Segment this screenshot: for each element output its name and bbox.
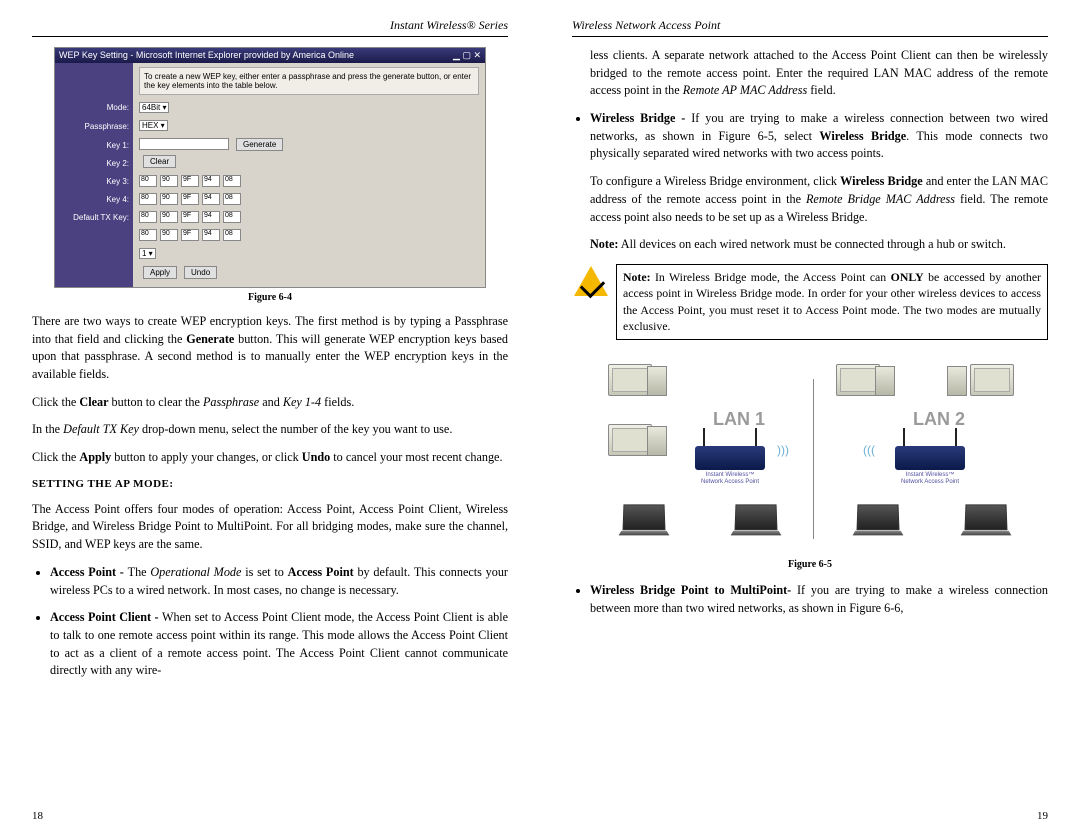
ap-label-1: Instant Wireless™ Network Access Point bbox=[695, 472, 765, 485]
passphrase-input[interactable] bbox=[139, 138, 229, 150]
wave-icon: ))) bbox=[863, 442, 875, 459]
key3-3[interactable]: 9F bbox=[181, 211, 199, 223]
wep-labels-col: Mode: Passphrase: Key 1: Key 2: Key 3: K… bbox=[55, 63, 133, 287]
bits-select[interactable]: 64Bit ▾ bbox=[139, 102, 169, 113]
wep-settings-window: WEP Key Setting - Microsoft Internet Exp… bbox=[54, 47, 486, 288]
pc-icon bbox=[833, 364, 883, 396]
pc-icon bbox=[605, 424, 655, 456]
key3-4[interactable]: 94 bbox=[202, 211, 220, 223]
page-left: Instant Wireless® Series WEP Key Setting… bbox=[0, 0, 540, 834]
note-callout: Note: In Wireless Bridge mode, the Acces… bbox=[572, 264, 1048, 340]
laptop-icon bbox=[617, 504, 671, 534]
laptop-icon bbox=[729, 504, 783, 534]
lan2-label: LAN 2 bbox=[913, 406, 965, 432]
key4-5[interactable]: 08 bbox=[223, 229, 241, 241]
router-icon: Instant Wireless™ Network Access Point bbox=[895, 446, 965, 470]
key2-2[interactable]: 90 bbox=[160, 193, 178, 205]
lan1-label: LAN 1 bbox=[713, 406, 765, 432]
key4-4[interactable]: 94 bbox=[202, 229, 220, 241]
warning-icon bbox=[572, 264, 610, 298]
li-ap-client: Access Point Client - When set to Access… bbox=[50, 609, 508, 680]
key1-4[interactable]: 94 bbox=[202, 175, 220, 187]
label-passphrase: Passphrase: bbox=[85, 122, 129, 131]
key1-5[interactable]: 08 bbox=[223, 175, 241, 187]
key2-5[interactable]: 08 bbox=[223, 193, 241, 205]
para-bridge-note: Note: All devices on each wired network … bbox=[572, 236, 1048, 254]
clear-button[interactable]: Clear bbox=[143, 155, 176, 168]
wep-title-text: WEP Key Setting - Microsoft Internet Exp… bbox=[59, 50, 354, 61]
left-body: There are two ways to create WEP encrypt… bbox=[32, 313, 508, 690]
key4-row: 80 90 9F 94 08 bbox=[139, 227, 479, 243]
page-number-left: 18 bbox=[32, 810, 508, 822]
label-mode: Mode: bbox=[107, 103, 129, 112]
label-key3: Key 3: bbox=[106, 177, 129, 186]
key2-row: 80 90 9F 94 08 bbox=[139, 191, 479, 207]
section-setting-ap-mode: SETTING THE AP MODE: bbox=[32, 477, 508, 493]
divider-line bbox=[813, 379, 814, 539]
wep-instruction: To create a new WEP key, either enter a … bbox=[139, 67, 479, 95]
document-spread: Instant Wireless® Series WEP Key Setting… bbox=[0, 0, 1080, 834]
ap-mode-list: Access Point - The Operational Mode is s… bbox=[32, 564, 508, 680]
label-key1: Key 1: bbox=[106, 141, 129, 150]
wep-form: Mode: Passphrase: Key 1: Key 2: Key 3: K… bbox=[55, 63, 485, 287]
default-tx-select[interactable]: 1 ▾ bbox=[139, 248, 156, 259]
key4-1[interactable]: 80 bbox=[139, 229, 157, 241]
multipoint-list: Wireless Bridge Point to MultiPoint- If … bbox=[572, 582, 1048, 617]
para-apply-undo: Click the Apply button to apply your cha… bbox=[32, 449, 508, 467]
para-ap-modes: The Access Point offers four modes of op… bbox=[32, 501, 508, 554]
key2-3[interactable]: 9F bbox=[181, 193, 199, 205]
apply-button[interactable]: Apply bbox=[143, 266, 177, 279]
key1-3[interactable]: 9F bbox=[181, 175, 199, 187]
key2-4[interactable]: 94 bbox=[202, 193, 220, 205]
li-wireless-bridge: Wireless Bridge - If you are trying to m… bbox=[590, 110, 1048, 163]
wep-controls-col: To create a new WEP key, either enter a … bbox=[133, 63, 485, 287]
right-body: less clients. A separate network attache… bbox=[572, 47, 1048, 628]
para-continuation: less clients. A separate network attache… bbox=[572, 47, 1048, 100]
header-left: Instant Wireless® Series bbox=[32, 18, 508, 37]
router-icon: Instant Wireless™ Network Access Point bbox=[695, 446, 765, 470]
mode-select[interactable]: HEX ▾ bbox=[139, 120, 168, 131]
page-right: Wireless Network Access Point less clien… bbox=[540, 0, 1080, 834]
figure-6-5-caption: Figure 6-5 bbox=[572, 558, 1048, 573]
pc-icon bbox=[967, 364, 1017, 396]
li-access-point: Access Point - The Operational Mode is s… bbox=[50, 564, 508, 599]
header-right: Wireless Network Access Point bbox=[572, 18, 1048, 37]
key3-5[interactable]: 08 bbox=[223, 211, 241, 223]
undo-button[interactable]: Undo bbox=[184, 266, 217, 279]
para-bridge-config: To configure a Wireless Bridge environme… bbox=[572, 173, 1048, 226]
key4-2[interactable]: 90 bbox=[160, 229, 178, 241]
label-key2: Key 2: bbox=[106, 159, 129, 168]
para-default-tx: In the Default TX Key drop-down menu, se… bbox=[32, 421, 508, 439]
key2-1[interactable]: 80 bbox=[139, 193, 157, 205]
page-number-right: 19 bbox=[572, 810, 1048, 822]
figure-6-5-diagram: LAN 1 LAN 2 Instant Wireless™ Network Ac… bbox=[595, 354, 1025, 554]
generate-button[interactable]: Generate bbox=[236, 138, 283, 151]
figure-6-4-caption: Figure 6-4 bbox=[32, 292, 508, 303]
note-box: Note: In Wireless Bridge mode, the Acces… bbox=[616, 264, 1048, 340]
key1-row: 80 90 9F 94 08 bbox=[139, 173, 479, 189]
laptop-icon bbox=[851, 504, 905, 534]
li-multipoint: Wireless Bridge Point to MultiPoint- If … bbox=[590, 582, 1048, 617]
para-clear: Click the Clear button to clear the Pass… bbox=[32, 394, 508, 412]
key4-3[interactable]: 9F bbox=[181, 229, 199, 241]
key1-2[interactable]: 90 bbox=[160, 175, 178, 187]
wep-titlebar: WEP Key Setting - Microsoft Internet Exp… bbox=[55, 48, 485, 63]
pc-icon bbox=[605, 364, 655, 396]
bridge-list: Wireless Bridge - If you are trying to m… bbox=[572, 110, 1048, 163]
ap-label-2: Instant Wireless™ Network Access Point bbox=[895, 472, 965, 485]
label-key4: Key 4: bbox=[106, 195, 129, 204]
key3-2[interactable]: 90 bbox=[160, 211, 178, 223]
window-controls: ▁ ▢ ✕ bbox=[453, 50, 481, 61]
key1-1[interactable]: 80 bbox=[139, 175, 157, 187]
label-default-tx: Default TX Key: bbox=[73, 213, 129, 222]
key3-row: 80 90 9F 94 08 bbox=[139, 209, 479, 225]
laptop-icon bbox=[959, 504, 1013, 534]
wave-icon: ))) bbox=[777, 442, 789, 459]
key3-1[interactable]: 80 bbox=[139, 211, 157, 223]
para-wep-methods: There are two ways to create WEP encrypt… bbox=[32, 313, 508, 384]
